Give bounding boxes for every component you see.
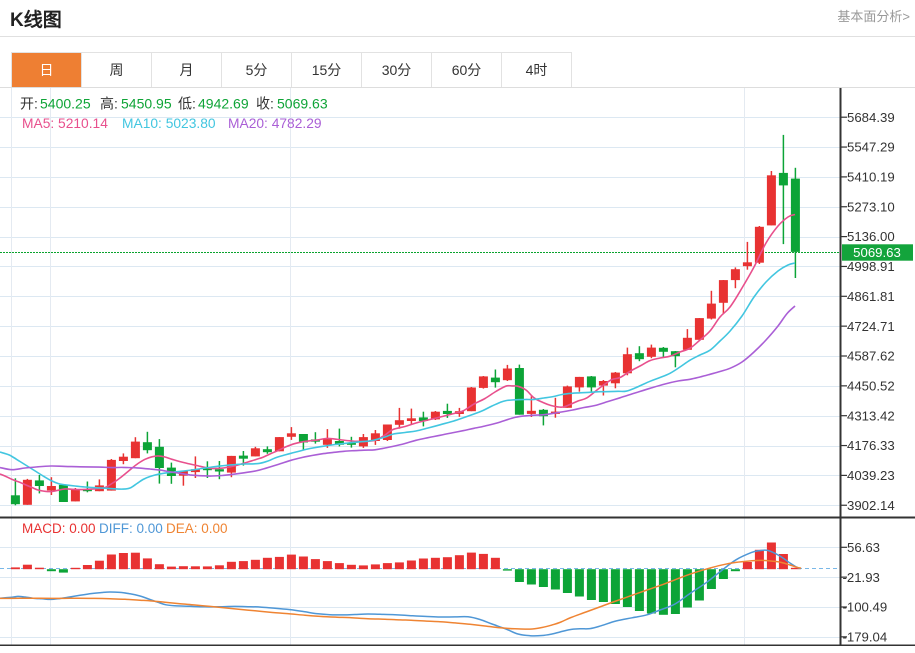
- svg-text:4998.91: 4998.91: [847, 259, 895, 274]
- svg-text:开:5400.25高:5450.95低:4942.69收:5: 开: 5400.25 高: 5450.95 低: 4942.69 收: 5069.63: [20, 96, 328, 112]
- svg-text:4861.81: 4861.81: [847, 289, 895, 304]
- svg-text:MA5: 5210.14 MA10: 5023.80 M: MA5: 5210.14 MA10: 5023.80 MA20: 4782.29: [22, 116, 322, 131]
- svg-text:4724.71: 4724.71: [847, 319, 895, 334]
- svg-text:5273.10: 5273.10: [847, 199, 895, 214]
- svg-text:-100.49: -100.49: [843, 600, 888, 615]
- svg-text:5547.29: 5547.29: [847, 140, 895, 155]
- svg-text:5136.00: 5136.00: [847, 229, 895, 244]
- svg-text:4039.23: 4039.23: [847, 468, 895, 483]
- svg-text:4176.33: 4176.33: [847, 438, 895, 453]
- svg-text:5684.39: 5684.39: [847, 110, 895, 125]
- svg-text:3902.14: 3902.14: [847, 498, 895, 513]
- svg-text:4587.62: 4587.62: [847, 349, 895, 364]
- svg-text:4313.42: 4313.42: [847, 408, 895, 423]
- svg-text:-179.04: -179.04: [843, 629, 888, 644]
- svg-text:4450.52: 4450.52: [847, 378, 895, 393]
- svg-text:56.63: 56.63: [847, 540, 880, 555]
- svg-text:5069.63: 5069.63: [853, 245, 901, 260]
- svg-text:-21.93: -21.93: [843, 570, 880, 585]
- svg-text:5410.19: 5410.19: [847, 170, 895, 185]
